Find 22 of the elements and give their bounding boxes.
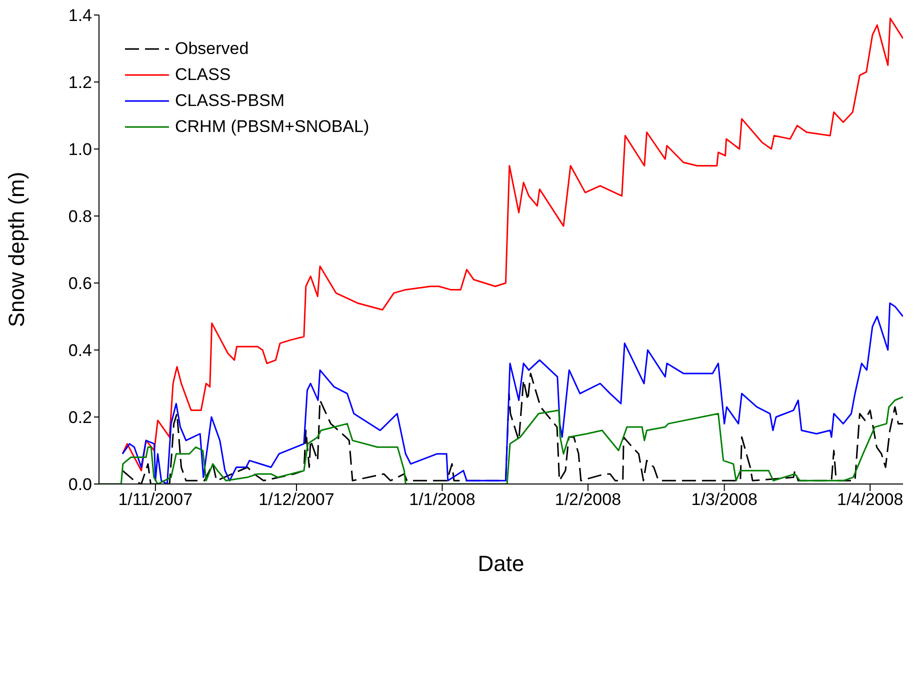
y-axis-title: Snow depth (m) <box>4 172 29 328</box>
y-tick-label: 0.4 <box>68 341 92 360</box>
legend-label: CLASS <box>175 65 231 85</box>
x-tick-label: 1/11/2007 <box>118 490 193 510</box>
y-tick-label: 0.8 <box>68 207 92 226</box>
x-tick-label: 1/2/2008 <box>554 490 622 510</box>
y-tick-label: 0.2 <box>68 408 92 428</box>
x-tick-label: 1/3/2008 <box>691 490 758 510</box>
legend-label: CRHM (PBSM+SNOBAL) <box>175 117 370 137</box>
y-tick-label: 1.4 <box>68 6 92 26</box>
x-tick-label: 1/12/2007 <box>258 490 334 510</box>
y-tick-label: 0.6 <box>68 274 92 294</box>
line-series <box>122 18 903 472</box>
legend-label: CLASS-PBSM <box>175 91 285 111</box>
y-tick-label: 1.0 <box>68 140 92 160</box>
y-tick-label: 1.2 <box>68 73 92 92</box>
x-tick-label: 1/4/2008 <box>836 490 904 510</box>
x-tick-label: 1/1/2008 <box>409 490 476 510</box>
legend-label: Observed <box>175 39 249 59</box>
line-series <box>122 302 903 484</box>
x-axis-title: Date <box>478 551 524 576</box>
y-tick-label: 0.0 <box>68 475 92 494</box>
